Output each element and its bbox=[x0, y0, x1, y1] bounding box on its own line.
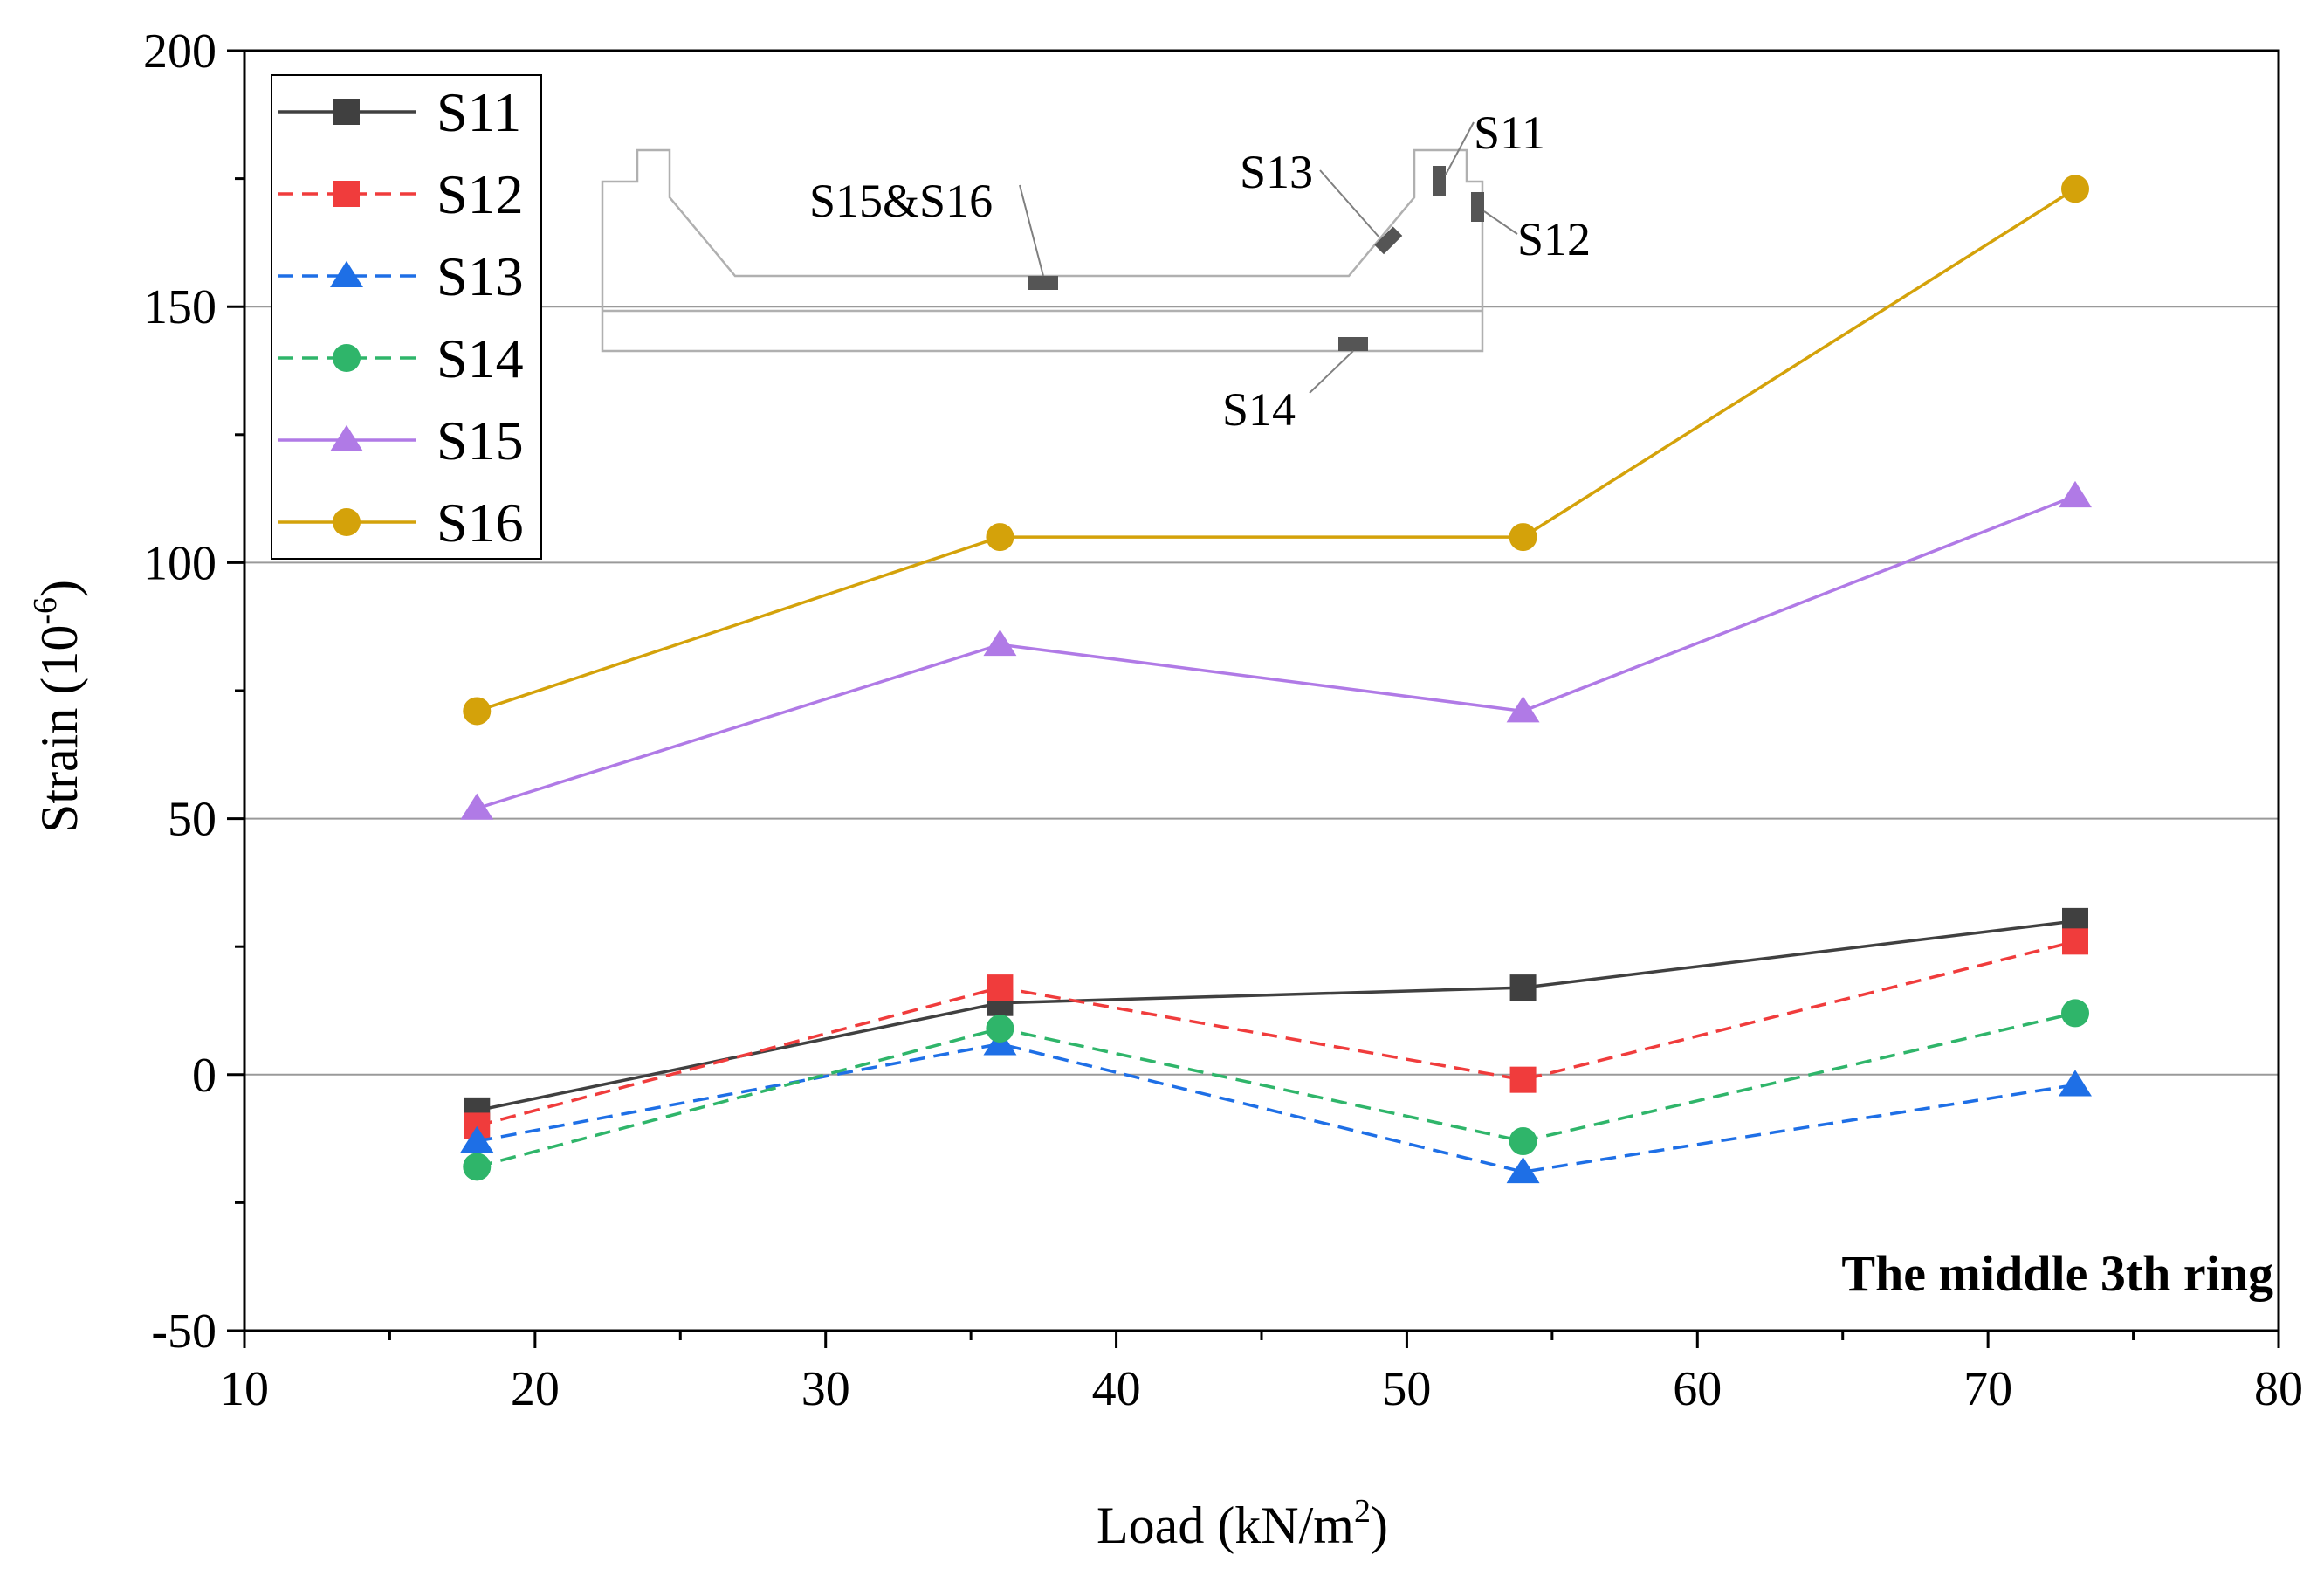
data-point-S16 bbox=[2061, 175, 2089, 203]
x-tick-label: 80 bbox=[2254, 1362, 2303, 1416]
gauge-s13-icon bbox=[1374, 226, 1403, 255]
data-point-S14 bbox=[463, 1153, 492, 1181]
series-S11 bbox=[464, 907, 2088, 1124]
legend-marker-S16 bbox=[333, 508, 361, 536]
legend-marker-S11 bbox=[333, 99, 360, 125]
x-tick-label: 60 bbox=[1673, 1362, 1722, 1416]
data-point-S12 bbox=[1509, 1066, 1537, 1093]
series-line-S15 bbox=[476, 494, 2076, 810]
inset-label-s12: S12 bbox=[1517, 213, 1591, 265]
data-point-S16 bbox=[463, 697, 492, 726]
gauge-s15s16-icon bbox=[1028, 276, 1058, 290]
y-tick-label: 150 bbox=[143, 280, 217, 334]
leader-s15s16 bbox=[1019, 184, 1044, 277]
x-tick-label: 40 bbox=[1092, 1362, 1141, 1416]
y-tick-label: 200 bbox=[143, 24, 217, 79]
legend-marker-S12 bbox=[333, 181, 360, 207]
y-tick-label: -50 bbox=[151, 1304, 217, 1359]
legend-label-S16: S16 bbox=[437, 492, 524, 554]
data-point-S11 bbox=[1509, 974, 1537, 1001]
gauge-s12-icon bbox=[1471, 192, 1484, 222]
y-axis-title: Strain (10-6) bbox=[27, 580, 88, 833]
plot-frame bbox=[243, 49, 2280, 1332]
data-point-S13 bbox=[2059, 1070, 2092, 1097]
data-point-S12 bbox=[987, 974, 1014, 1001]
series-S12 bbox=[464, 928, 2088, 1139]
legend-marker-S15 bbox=[330, 424, 363, 451]
x-tick-label: 50 bbox=[1382, 1362, 1431, 1416]
axis-ticks: 10 20 30 40 50 60 70 80 -50 0 50 100 150 200 bbox=[143, 24, 2303, 1416]
gauge-s14-icon bbox=[1338, 337, 1368, 351]
x-axis-title: Load (kN/m2) bbox=[1097, 1493, 1388, 1554]
y-tick-label: 100 bbox=[143, 536, 217, 590]
series-line-S13 bbox=[476, 1042, 2076, 1173]
legend-label-S12: S12 bbox=[437, 163, 524, 225]
data-point-S14 bbox=[1509, 1127, 1537, 1156]
leader-s13 bbox=[1319, 169, 1380, 238]
data-point-S15 bbox=[460, 793, 494, 820]
cross-section-outline bbox=[601, 148, 1484, 353]
x-tick-label: 10 bbox=[220, 1362, 269, 1416]
data-point-S12 bbox=[2062, 928, 2088, 955]
leader-s12 bbox=[1483, 210, 1518, 235]
x-tick-label: 70 bbox=[1963, 1362, 2012, 1416]
leader-s11 bbox=[1445, 121, 1475, 175]
legend-label-S14: S14 bbox=[437, 327, 524, 389]
data-point-S16 bbox=[986, 523, 1014, 552]
data-point-S15 bbox=[983, 629, 1017, 657]
x-tick-label: 20 bbox=[511, 1362, 560, 1416]
legend: S11 S12 S13 S14 S15 S16 bbox=[271, 74, 542, 560]
series-S14 bbox=[463, 999, 2089, 1181]
data-point-S13 bbox=[1506, 1156, 1540, 1184]
legend-label-S13: S13 bbox=[437, 245, 524, 307]
series-S16 bbox=[463, 175, 2089, 726]
data-point-S15 bbox=[1506, 696, 1540, 723]
legend-label-S15: S15 bbox=[437, 409, 524, 471]
gauge-s11-icon bbox=[1433, 166, 1446, 196]
data-point-S13 bbox=[460, 1125, 494, 1153]
inset-label-s13: S13 bbox=[1240, 146, 1313, 198]
data-point-S14 bbox=[986, 1015, 1014, 1043]
legend-box bbox=[271, 74, 542, 560]
series-S13 bbox=[460, 1029, 2092, 1184]
series-line-S14 bbox=[476, 1011, 2076, 1169]
series-layer bbox=[460, 175, 2092, 1184]
legend-label-S11: S11 bbox=[437, 81, 521, 143]
inset-label-s15s16: S15&S16 bbox=[809, 175, 993, 227]
data-point-S14 bbox=[2061, 999, 2089, 1028]
data-point-S16 bbox=[1509, 523, 1537, 552]
cross-section-inset: S15&S16 S13 S11 S12 S14 bbox=[601, 107, 1591, 436]
x-tick-label: 30 bbox=[801, 1362, 850, 1416]
inset-label-s11: S11 bbox=[1474, 107, 1545, 159]
series-S15 bbox=[460, 480, 2092, 820]
ring-annotation: The middle 3th ring bbox=[1841, 1245, 2273, 1302]
legend-marker-S13 bbox=[330, 260, 363, 287]
series-line-S11 bbox=[476, 919, 2076, 1112]
data-point-S15 bbox=[2059, 480, 2092, 508]
series-line-S16 bbox=[476, 187, 2076, 713]
leader-s14 bbox=[1309, 350, 1354, 394]
y-tick-label: 0 bbox=[192, 1049, 217, 1103]
inset-label-s14: S14 bbox=[1222, 383, 1296, 436]
y-tick-label: 50 bbox=[168, 793, 217, 847]
gridlines bbox=[244, 306, 2279, 1076]
series-line-S12 bbox=[476, 939, 2076, 1128]
legend-marker-S14 bbox=[333, 344, 361, 372]
